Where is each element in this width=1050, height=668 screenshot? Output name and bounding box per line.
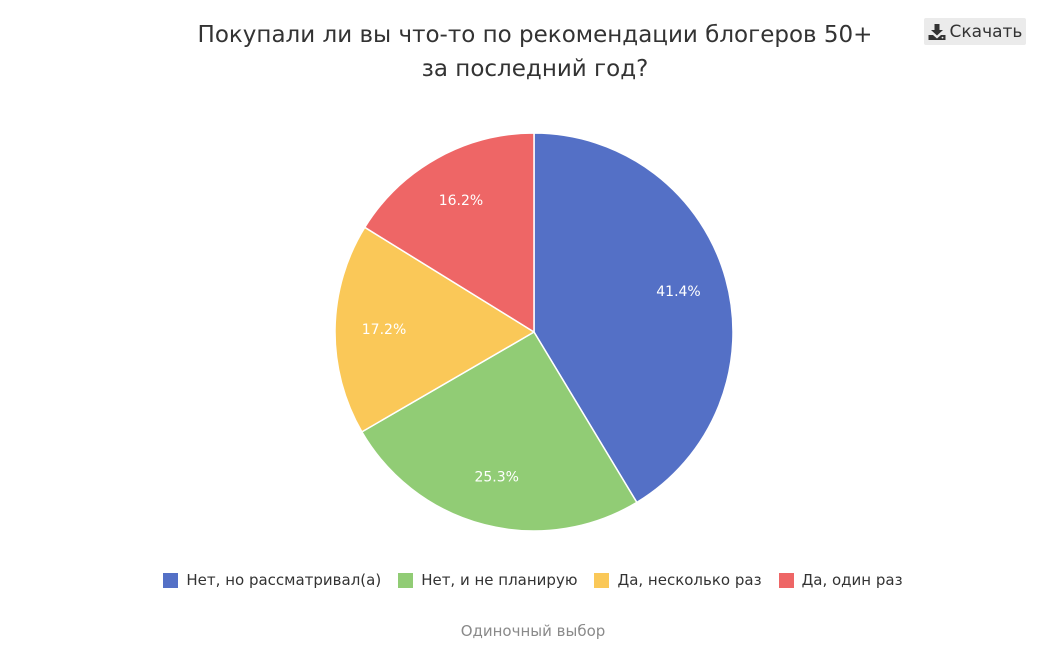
pie-slice-3[interactable] <box>364 132 535 333</box>
pie-slice-label-0: 41.4% <box>656 284 700 300</box>
download-icon <box>928 23 946 40</box>
pie-slice-2[interactable] <box>334 226 535 433</box>
pie-slice-1[interactable] <box>361 331 638 532</box>
chart-title-line-2: за последний год? <box>421 56 649 82</box>
legend-item-3[interactable]: Да, один раз <box>778 571 903 589</box>
legend-swatch-3 <box>778 572 794 588</box>
legend-label-0: Нет, но рассматривал(а) <box>186 571 382 589</box>
legend-label-3: Да, один раз <box>801 571 903 589</box>
legend-label-1: Нет, и не планирую <box>421 571 578 589</box>
legend-swatch-1 <box>398 572 414 588</box>
pie-slice-label-1: 25.3% <box>474 469 518 485</box>
legend-item-2[interactable]: Да, несколько раз <box>594 571 762 589</box>
download-button[interactable]: Скачать <box>924 18 1026 45</box>
legend-label-2: Да, несколько раз <box>617 571 762 589</box>
legend-item-1[interactable]: Нет, и не планирую <box>398 571 577 589</box>
legend-swatch-2 <box>594 572 610 588</box>
legend-swatch-0 <box>163 572 179 588</box>
pie-slice-label-2: 17.2% <box>362 322 406 338</box>
chart-legend: Нет, но рассматривал(а) Нет, и не планир… <box>0 571 1050 589</box>
pie-slice-label-3: 16.2% <box>439 193 483 209</box>
question-type-note: Одиночный выбор <box>460 622 606 640</box>
legend-item-0[interactable]: Нет, но рассматривал(а) <box>163 571 381 589</box>
download-button-label: Скачать <box>949 21 1023 42</box>
pie-slice-0[interactable] <box>533 132 734 504</box>
chart-title-line-1: Покупали ли вы что-то по рекомендации бл… <box>197 22 873 48</box>
chart-title: Покупали ли вы что-то по рекомендации бл… <box>0 18 1050 86</box>
